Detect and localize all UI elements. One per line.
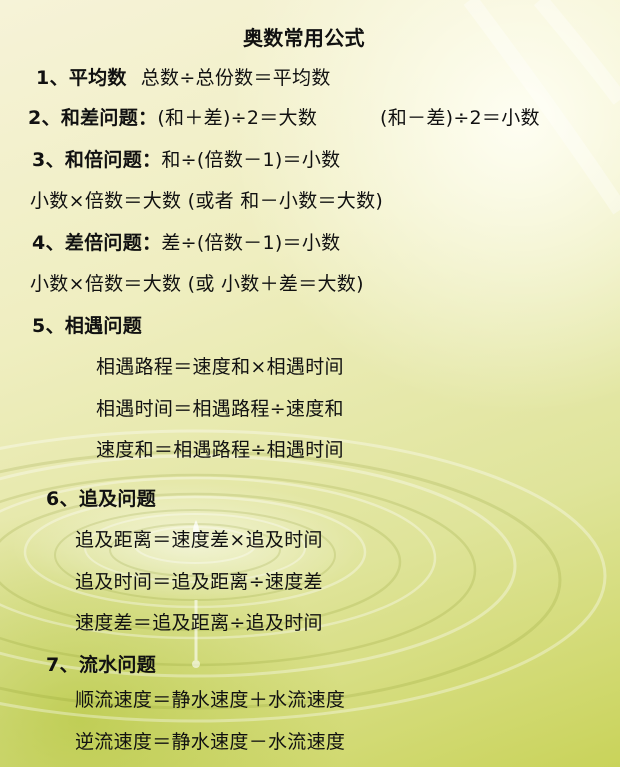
section-sum-multiple-line2: 小数×倍数＝大数 (或者 和－小数＝大数): [30, 190, 384, 212]
section-meeting-formula: 速度和＝相遇路程÷相遇时间: [96, 439, 344, 461]
section-pursuit-formula: 速度差＝追及距离÷追及时间: [75, 612, 323, 634]
section-current-formula: 顺流速度＝静水速度＋水流速度: [75, 689, 346, 711]
section-average-formula: 总数÷总份数＝平均数: [140, 67, 331, 89]
section-average: 1、平均数 总数÷总份数＝平均数: [36, 66, 331, 90]
section-meeting-formula: 相遇时间＝相遇路程÷速度和: [96, 398, 344, 420]
section-sum-difference: 2、和差问题：(和＋差)÷2＝大数: [28, 106, 317, 130]
section-meeting-heading: 5、相遇问题: [32, 315, 143, 337]
section-pursuit-heading: 6、追及问题: [46, 488, 157, 510]
section-sum-difference-formula-a: (和＋差)÷2＝大数: [157, 107, 318, 129]
section-difference-multiple-formula: 差÷(倍数－1)＝小数: [161, 232, 341, 254]
section-sum-multiple-formula: 和÷(倍数－1)＝小数: [161, 149, 341, 171]
section-sum-multiple: 3、和倍问题：和÷(倍数－1)＝小数: [32, 148, 340, 172]
page-title: 奥数常用公式: [243, 26, 365, 50]
section-sum-difference-heading: 2、和差问题：: [28, 107, 158, 129]
section-difference-multiple: 4、差倍问题：差÷(倍数－1)＝小数: [32, 231, 340, 255]
section-current-formula: 逆流速度＝静水速度－水流速度: [75, 731, 346, 753]
section-sum-difference-formula-b: (和－差)÷2＝小数: [380, 107, 540, 129]
section-pursuit-formula: 追及时间＝追及距离÷速度差: [75, 571, 323, 593]
section-difference-multiple-line2: 小数×倍数＝大数 (或 小数＋差＝大数): [30, 273, 364, 295]
section-current-heading: 7、流水问题: [46, 654, 157, 676]
section-meeting-formula: 相遇路程＝速度和×相遇时间: [96, 356, 344, 378]
section-difference-multiple-heading: 4、差倍问题：: [32, 232, 162, 254]
section-pursuit-formula: 追及距离＝速度差×追及时间: [75, 529, 323, 551]
section-average-heading: 1、平均数: [36, 67, 127, 89]
section-sum-multiple-heading: 3、和倍问题：: [32, 149, 162, 171]
